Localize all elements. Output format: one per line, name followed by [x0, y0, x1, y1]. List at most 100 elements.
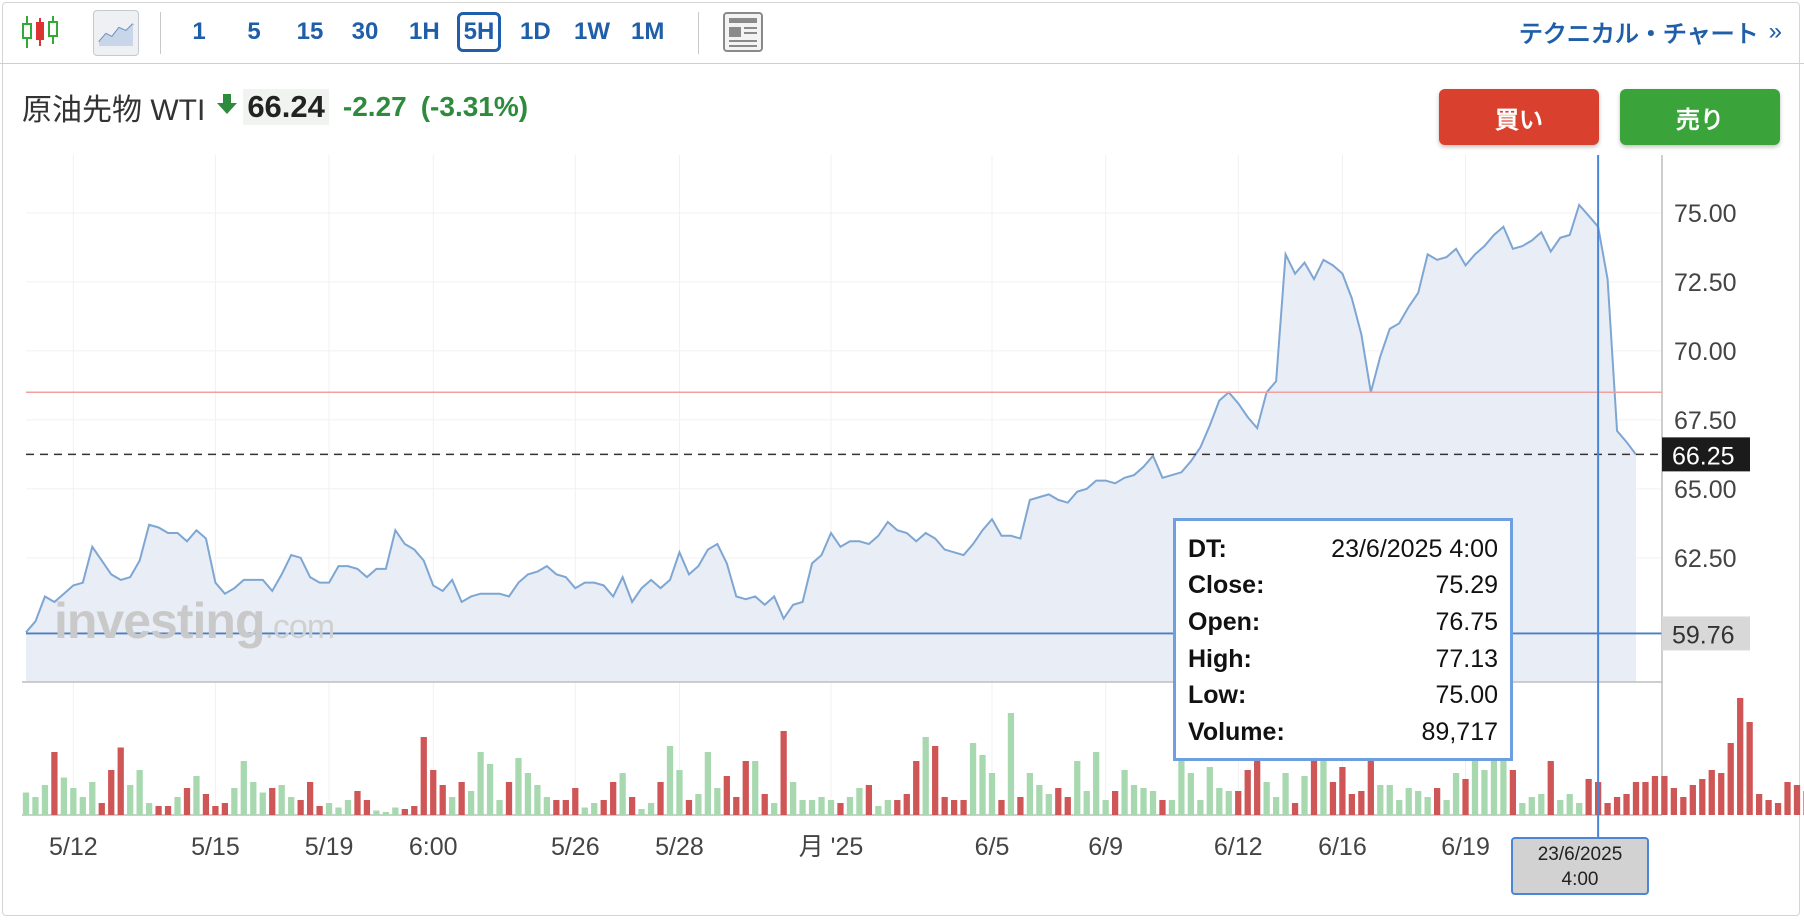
volume-bar	[619, 773, 626, 815]
buy-button[interactable]: 買い	[1439, 89, 1599, 145]
volume-bar	[1272, 797, 1280, 815]
volume-bar	[714, 788, 721, 815]
news-layout-icon[interactable]	[721, 10, 765, 54]
timeframe-1h[interactable]: 1H	[409, 18, 440, 45]
tooltip-row-volume: Volume: 89,717	[1188, 714, 1498, 751]
instrument-name: 原油先物 WTI	[22, 94, 206, 127]
candlestick-chart-icon[interactable]	[18, 10, 62, 54]
timeframe-30[interactable]: 30	[351, 18, 379, 45]
tooltip-row-high: High: 77.13	[1188, 641, 1498, 678]
volume-bar	[1396, 800, 1403, 815]
volume-bar	[1083, 791, 1090, 815]
timeframe-5[interactable]: 5	[247, 18, 261, 45]
volume-bar	[1007, 713, 1015, 815]
volume-bar	[1500, 743, 1507, 815]
volume-bar	[1528, 797, 1535, 815]
timeframe-5h[interactable]: 5H	[457, 12, 501, 52]
volume-bar	[1168, 800, 1176, 815]
volume-bar	[269, 788, 276, 815]
volume-bar	[51, 752, 58, 815]
volume-bar	[1339, 767, 1346, 815]
volume-bar	[164, 806, 172, 815]
volume-bar	[1765, 800, 1772, 815]
volume-bar	[335, 807, 342, 815]
x-tick-label: 6/9	[1088, 833, 1123, 861]
volume-bar	[1348, 794, 1356, 815]
volume-bar	[1651, 776, 1659, 815]
tooltip-value: 75.29	[1435, 571, 1498, 600]
volume-bar	[789, 782, 797, 815]
volume-bar	[1149, 791, 1157, 815]
volume-bar	[1746, 722, 1753, 815]
volume-bar	[1490, 758, 1498, 815]
timeframe-1w[interactable]: 1W	[574, 18, 610, 45]
x-tick-label: 6/16	[1318, 833, 1367, 861]
volume-bar	[1718, 773, 1725, 815]
area-chart-icon[interactable]	[93, 10, 139, 56]
volume-bar	[1263, 782, 1270, 815]
volume-bar	[1415, 791, 1422, 815]
tooltip-value: 23/6/2025 4:00	[1331, 534, 1498, 563]
volume-bar	[1689, 785, 1696, 815]
volume-bar	[600, 800, 607, 815]
price-line	[25, 202, 1637, 633]
volume-bar	[553, 800, 560, 815]
volume-bar	[913, 761, 920, 815]
last-price: 66.24	[243, 89, 329, 125]
volume-bar	[278, 785, 285, 815]
volume-bar	[1036, 785, 1043, 815]
volume-bar	[1386, 785, 1393, 815]
volume-bar	[1377, 785, 1384, 815]
volume-bar	[827, 800, 835, 815]
volume-bar	[628, 797, 636, 815]
volume-bar	[591, 803, 598, 815]
y-tick-label: 75.00	[1674, 200, 1737, 228]
volume-bar	[865, 785, 873, 815]
volume-bar	[884, 800, 891, 815]
volume-bar	[1737, 698, 1744, 815]
volume-bar	[960, 800, 967, 815]
volume-bar	[467, 791, 475, 815]
technical-chart-link[interactable]: テクニカル・チャート »	[1519, 14, 1782, 49]
timeframe-1m[interactable]: 1M	[631, 18, 665, 45]
volume-bar	[1774, 803, 1782, 815]
volume-bar	[41, 785, 49, 815]
volume-bar	[1547, 761, 1554, 815]
timeframe-15[interactable]: 15	[296, 18, 324, 45]
price-change-percent: (-3.31%)	[420, 91, 529, 122]
y-tick-label: 70.00	[1674, 338, 1737, 366]
volume-bar	[439, 785, 446, 815]
timeframe-1[interactable]: 1	[192, 18, 206, 45]
tooltip-value: 77.13	[1435, 644, 1498, 673]
x-tick-label: 6/5	[975, 833, 1010, 861]
volume-bar	[685, 800, 693, 815]
sell-button[interactable]: 売り	[1620, 89, 1780, 145]
volume-bar	[32, 797, 39, 815]
volume-bar	[543, 797, 551, 815]
volume-bar	[1244, 770, 1251, 815]
volume-bar	[1329, 782, 1337, 815]
volume-bar	[1064, 797, 1071, 815]
volume-bar	[22, 792, 30, 815]
timeframe-1d[interactable]: 1D	[520, 18, 551, 45]
volume-bar	[89, 782, 96, 815]
volume-bar	[297, 800, 304, 815]
volume-bar	[695, 794, 702, 815]
volume-bar	[1225, 791, 1232, 815]
volume-bar	[98, 803, 105, 815]
volume-bar	[344, 800, 352, 815]
reference-price-label: 59.76	[1672, 621, 1735, 649]
volume-bar	[1291, 803, 1299, 815]
volume-bar	[1661, 776, 1668, 815]
y-tick-label: 65.00	[1674, 476, 1737, 504]
volume-bar	[477, 752, 484, 815]
volume-bar	[288, 797, 295, 815]
volume-bar	[1613, 797, 1621, 815]
volume-bar	[1585, 779, 1592, 815]
volume-bar	[1111, 791, 1119, 815]
volume-bar	[1727, 743, 1734, 815]
last-price-label: 66.25	[1672, 442, 1735, 470]
volume-bar	[875, 806, 882, 815]
volume-bar	[1405, 788, 1412, 815]
